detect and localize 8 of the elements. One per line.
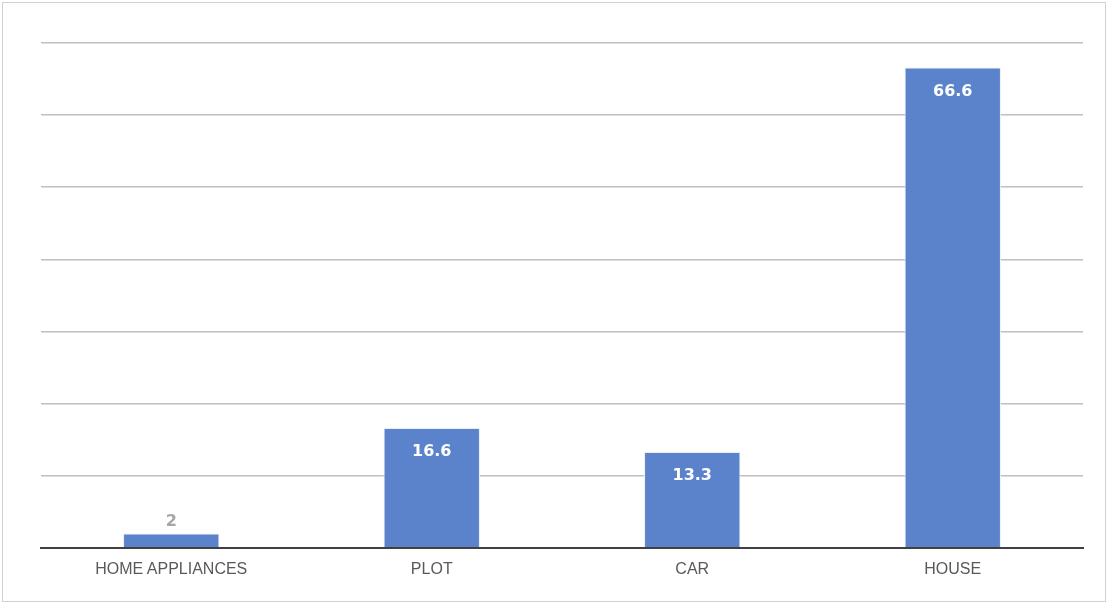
data-label: 66.6 xyxy=(933,80,973,100)
data-label: 2 xyxy=(165,510,177,530)
x-tick-label: HOUSE xyxy=(924,559,982,577)
data-label: 16.6 xyxy=(412,441,452,461)
x-tick-label: HOME APPLIANCES xyxy=(95,559,248,577)
x-tick-label: CAR xyxy=(675,559,710,577)
x-tick-label: PLOT xyxy=(410,559,453,577)
data-label: 13.3 xyxy=(672,465,712,485)
